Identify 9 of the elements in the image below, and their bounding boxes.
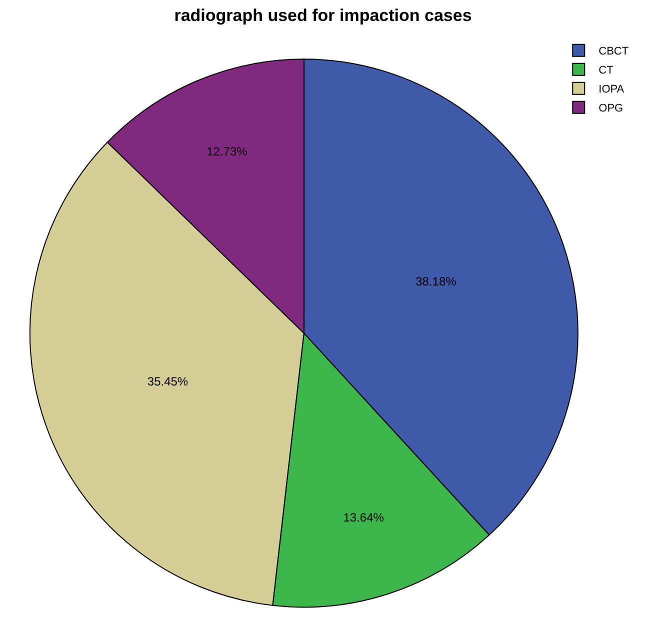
legend-label: CT xyxy=(598,64,614,77)
data-label: 12.73% xyxy=(206,144,248,158)
legend-label: OPG xyxy=(598,102,624,115)
data-label: 35.45% xyxy=(147,374,188,389)
chart-title: radiograph used for impaction cases xyxy=(174,6,472,26)
legend-label: CBCT xyxy=(598,46,629,58)
legend-label: IOPA xyxy=(598,84,625,96)
data-label: 38.18% xyxy=(416,274,457,289)
data-label: 13.64% xyxy=(343,510,384,524)
